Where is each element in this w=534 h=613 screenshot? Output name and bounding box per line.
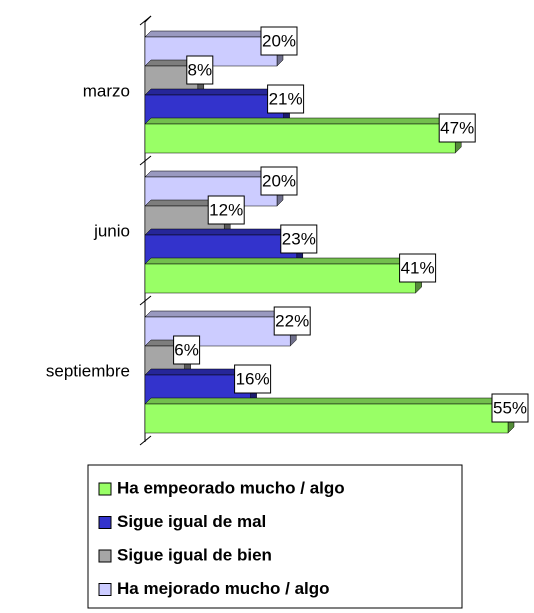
value-label: 22% — [275, 311, 309, 330]
value-label: 20% — [262, 31, 296, 50]
value-label-box — [438, 113, 476, 143]
axis-tick — [139, 435, 152, 446]
value-label: 20% — [262, 171, 296, 190]
value-label-box — [399, 253, 437, 283]
axis-tick — [139, 15, 152, 26]
value-label-box — [491, 393, 529, 423]
bar — [144, 123, 456, 154]
legend-swatch — [98, 583, 112, 596]
category-label: marzo — [83, 81, 130, 100]
value-label-box — [260, 26, 298, 56]
bar — [144, 403, 509, 434]
value-label: 55% — [493, 398, 527, 417]
value-label: 41% — [401, 258, 435, 277]
value-label-box — [234, 364, 272, 394]
value-label-box — [207, 195, 245, 225]
bar-top — [144, 310, 297, 318]
legend-label: Sigue igual de bien — [117, 545, 272, 564]
legend-label: Ha empeorado mucho / algo — [117, 478, 345, 497]
value-label: 6% — [174, 340, 199, 359]
value-label-box — [280, 224, 318, 254]
value-label: 47% — [440, 118, 474, 137]
value-label: 12% — [209, 200, 243, 219]
bar-top — [144, 257, 423, 265]
value-label: 21% — [269, 89, 303, 108]
category-label: junio — [93, 221, 130, 240]
value-label-box — [186, 55, 214, 85]
bar-top — [144, 228, 304, 236]
value-label: 23% — [282, 229, 316, 248]
bar — [144, 263, 416, 294]
legend-box — [87, 464, 463, 609]
legend-swatch — [98, 516, 112, 529]
legend-swatch — [98, 549, 112, 563]
legend-label: Sigue igual de mal — [117, 512, 266, 531]
bar-top — [144, 117, 462, 125]
legend-label: Ha mejorado mucho / algo — [117, 579, 330, 598]
value-label-box — [267, 84, 305, 114]
axis-tick — [139, 155, 152, 166]
value-label: 8% — [188, 60, 213, 79]
value-label-box — [273, 306, 311, 336]
value-label-box — [173, 335, 201, 365]
category-label: septiembre — [46, 361, 130, 380]
value-label-box — [260, 166, 298, 196]
axis-tick — [139, 295, 152, 306]
legend-swatch — [98, 482, 112, 496]
value-label: 16% — [236, 369, 270, 388]
bar-top — [144, 397, 515, 405]
